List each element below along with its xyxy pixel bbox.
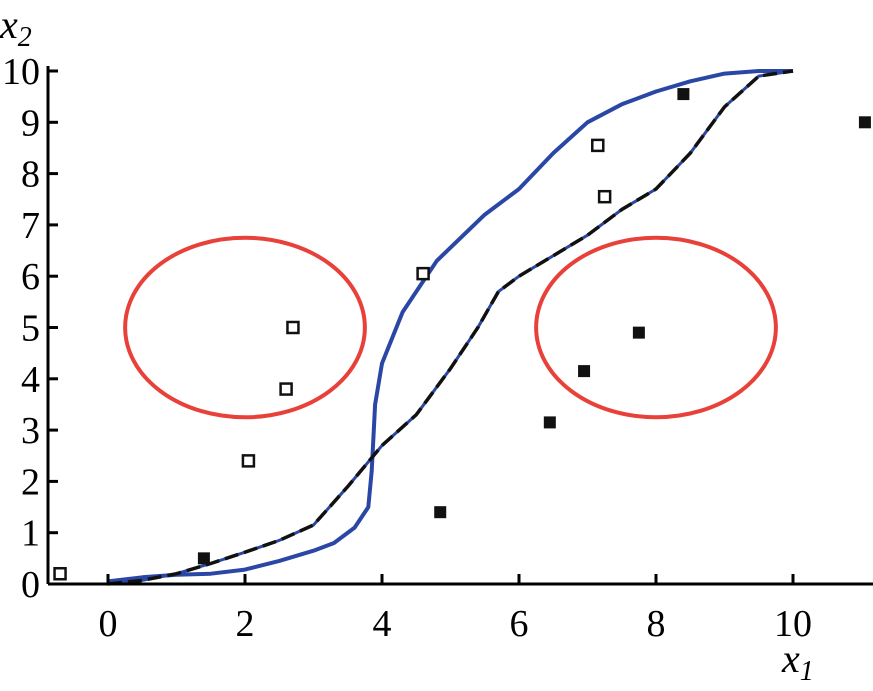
x-tick-label: 10 xyxy=(774,603,812,645)
y-tick-label: 9 xyxy=(21,102,40,144)
open-square-point xyxy=(279,382,293,396)
x-tick-label: 4 xyxy=(373,603,392,645)
y-tick-label: 7 xyxy=(21,205,40,247)
y-tick-label: 8 xyxy=(21,154,40,196)
filled-square-point xyxy=(434,506,447,519)
y-tick-label: 3 xyxy=(21,410,40,452)
filled-square-point xyxy=(858,116,871,129)
y-tick-label: 5 xyxy=(21,308,40,350)
open-square-point xyxy=(597,189,612,204)
x-tick-label: 2 xyxy=(236,603,255,645)
open-square-point xyxy=(416,266,430,281)
points-layer xyxy=(53,88,871,581)
filled-square-point xyxy=(197,552,210,565)
y-tick-label: 6 xyxy=(21,256,40,298)
open-square-point xyxy=(53,566,67,581)
y-tick-label: 0 xyxy=(21,564,40,606)
open-square-point xyxy=(286,320,300,335)
ellipses-layer xyxy=(123,235,778,420)
curves-layer xyxy=(107,69,794,586)
filled-square-point xyxy=(632,326,645,339)
dashed-boundary-curve xyxy=(107,69,794,586)
axes xyxy=(46,66,873,586)
x-axis-label: x1 xyxy=(781,636,814,687)
filled-square-point xyxy=(578,365,591,378)
x-tick-label: 8 xyxy=(647,603,666,645)
y-tick-label: 10 xyxy=(2,51,40,93)
open-square-point xyxy=(591,138,605,153)
dashed-boundary-curve-base xyxy=(107,69,794,586)
y-tick-label: 2 xyxy=(21,461,40,503)
solid-boundary-curve xyxy=(107,69,793,584)
y-tick-label: 4 xyxy=(21,359,40,401)
filled-square-point xyxy=(677,88,690,101)
x-tick-label: 0 xyxy=(99,603,118,645)
x-tick-label: 6 xyxy=(510,603,529,645)
y-axis-label: x2 xyxy=(0,2,32,53)
open-square-point xyxy=(241,454,256,468)
region-ellipse-2 xyxy=(534,235,778,420)
y-tick-label: 1 xyxy=(21,513,40,555)
region-ellipse-1 xyxy=(123,235,367,420)
filled-square-point xyxy=(543,416,556,429)
ticks: 0 2 4 6 8 10 0 1 2 3 4 5 6 7 8 9 10 xyxy=(2,51,812,645)
